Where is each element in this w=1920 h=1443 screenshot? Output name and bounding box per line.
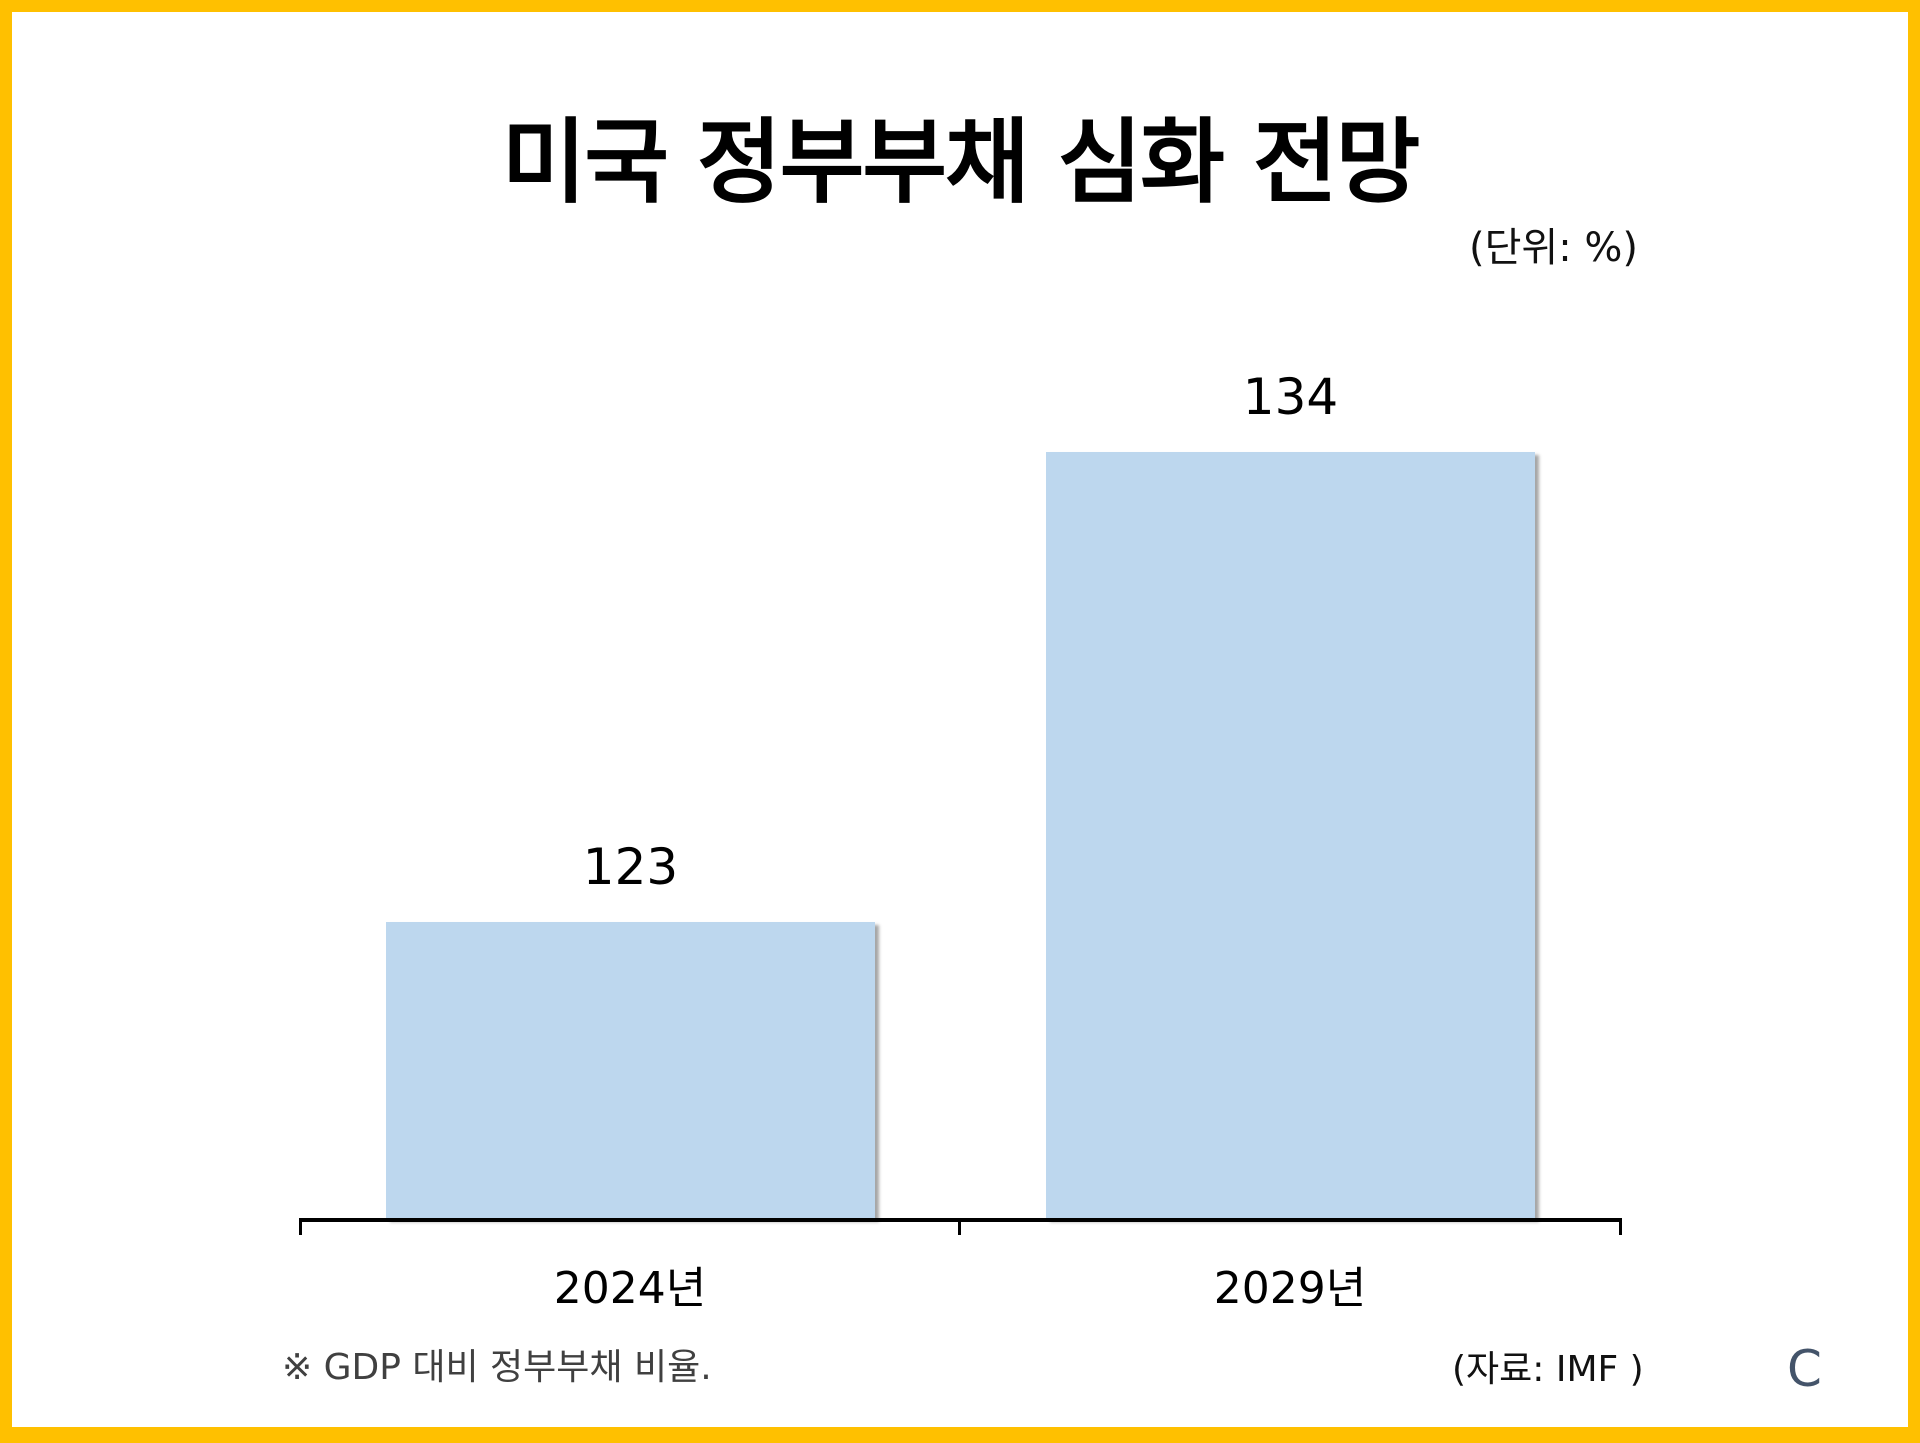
chart-title: 미국 정부부채 심화 전망 [501,109,1421,216]
x-axis-line [300,1218,1622,1222]
footnote: ※ GDP 대비 정부부채 비율. [282,1347,712,1388]
chart-frame [12,12,1908,1427]
x-label-2024: 2024년 [553,1263,707,1314]
source-label: (자료: IMF ) [1452,1349,1644,1390]
x-axis-tick [958,1218,961,1235]
x-label-2029: 2029년 [1213,1263,1367,1314]
bar-value-2024: 123 [582,838,679,896]
unit-label: (단위: %) [1468,225,1638,271]
x-axis-tick [1619,1218,1622,1235]
bar-value-2029: 134 [1242,368,1339,426]
x-axis-tick [299,1218,302,1235]
logo-mark: C [1787,1340,1822,1398]
bar-2024 [386,922,875,1219]
bar-2029 [1046,452,1535,1219]
